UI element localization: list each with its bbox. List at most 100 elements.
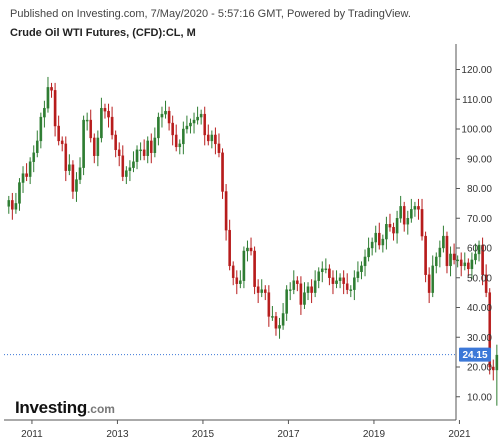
candle xyxy=(25,163,28,182)
candle-body xyxy=(239,280,242,284)
candle-body xyxy=(413,206,417,210)
candle-body xyxy=(274,316,278,329)
candle xyxy=(39,112,43,149)
candle xyxy=(438,240,442,268)
candle xyxy=(395,210,399,244)
candle xyxy=(121,145,125,182)
candle-body xyxy=(253,250,256,287)
candle-body xyxy=(217,143,221,154)
candle xyxy=(377,222,381,250)
candle xyxy=(424,231,427,283)
candle-body xyxy=(231,265,235,278)
price-tick-label: 30.00 xyxy=(467,333,492,344)
candle-body xyxy=(317,271,321,281)
candle-body xyxy=(374,232,378,243)
candle xyxy=(417,198,420,220)
candle xyxy=(385,216,388,250)
candle xyxy=(484,264,488,298)
candle-body xyxy=(388,223,392,228)
candle-body xyxy=(18,182,21,204)
candle xyxy=(103,103,107,119)
candle xyxy=(199,109,203,125)
candle xyxy=(267,285,271,327)
candle xyxy=(178,139,182,155)
candle xyxy=(7,195,11,214)
candle xyxy=(249,237,253,256)
candle xyxy=(107,103,110,128)
candle xyxy=(495,344,499,406)
candle-body xyxy=(491,366,495,371)
candle-body xyxy=(345,283,349,290)
candle-body xyxy=(14,203,18,210)
candle xyxy=(18,178,21,211)
price-tick-label: 10.00 xyxy=(467,392,492,403)
candle xyxy=(246,240,249,262)
candle-body xyxy=(11,200,14,210)
candle xyxy=(374,225,378,253)
candle xyxy=(82,115,85,176)
candle xyxy=(388,213,392,232)
candle xyxy=(135,145,139,170)
candle-body xyxy=(292,280,296,290)
candle-body xyxy=(96,137,100,156)
candle xyxy=(463,252,467,271)
candle xyxy=(217,133,221,158)
candle-body xyxy=(235,277,239,284)
candle-body xyxy=(467,262,470,270)
candle-body xyxy=(402,206,406,225)
candle xyxy=(338,273,342,289)
candle xyxy=(146,136,150,164)
candle xyxy=(253,246,256,295)
candle xyxy=(299,276,303,315)
candle-body xyxy=(153,137,157,154)
price-axis: 10.00 20.00 30.00 40.00 50.00 60.00 70.00 80.00… xyxy=(455,44,492,420)
candle xyxy=(392,222,395,241)
candle-body xyxy=(142,149,146,156)
candle-body xyxy=(495,354,499,371)
candle xyxy=(128,160,132,182)
candle xyxy=(125,166,128,185)
candle-body xyxy=(456,259,459,262)
candle-body xyxy=(445,235,449,267)
candle-body xyxy=(206,134,210,142)
investing-logo: Investing.com xyxy=(15,398,115,418)
candle-body xyxy=(178,143,182,148)
candle-body xyxy=(71,164,75,192)
candle xyxy=(14,192,18,214)
candle xyxy=(53,82,57,137)
candle-body xyxy=(278,325,281,329)
candle xyxy=(328,264,331,286)
time-tick-label: 2021 xyxy=(448,429,471,440)
price-tick-label: 100.00 xyxy=(461,125,492,136)
candle xyxy=(278,317,281,339)
candle-body xyxy=(167,110,171,124)
candle-body xyxy=(246,247,249,252)
candle xyxy=(132,151,135,173)
candle-body xyxy=(342,277,345,284)
candle-body xyxy=(263,289,267,293)
candle xyxy=(75,172,78,202)
candle xyxy=(242,246,246,289)
candle-body xyxy=(424,235,427,275)
candle-body xyxy=(360,265,363,273)
candle xyxy=(192,112,196,134)
candle xyxy=(434,252,438,274)
candle xyxy=(292,270,296,295)
candle xyxy=(456,255,459,268)
candle xyxy=(100,97,103,143)
candle xyxy=(89,109,93,143)
candle-body xyxy=(160,113,164,118)
candle xyxy=(228,219,231,271)
candle xyxy=(281,303,285,330)
candle-body xyxy=(281,313,285,326)
candle-body xyxy=(349,289,353,291)
candle-body xyxy=(114,134,117,151)
candle-body xyxy=(89,119,93,139)
candle-body xyxy=(338,277,342,281)
candle xyxy=(317,267,321,289)
candle-body xyxy=(392,226,395,234)
candle xyxy=(427,267,431,304)
candle-body xyxy=(427,274,431,293)
candle xyxy=(449,246,452,277)
candle-body xyxy=(367,247,370,258)
